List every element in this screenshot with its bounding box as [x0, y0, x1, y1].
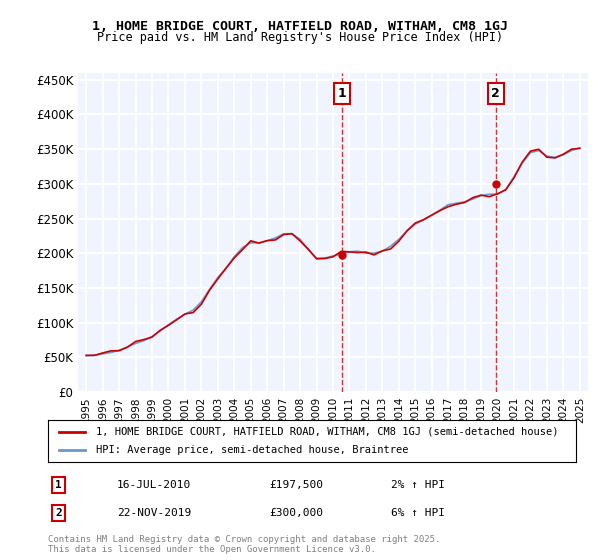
Text: Price paid vs. HM Land Registry's House Price Index (HPI): Price paid vs. HM Land Registry's House … [97, 31, 503, 44]
Text: 2% ↑ HPI: 2% ↑ HPI [391, 480, 445, 490]
Text: 1: 1 [55, 480, 62, 490]
Text: 16-JUL-2010: 16-JUL-2010 [116, 480, 191, 490]
Text: £197,500: £197,500 [270, 480, 324, 490]
Text: 1, HOME BRIDGE COURT, HATFIELD ROAD, WITHAM, CM8 1GJ: 1, HOME BRIDGE COURT, HATFIELD ROAD, WIT… [92, 20, 508, 32]
Text: 22-NOV-2019: 22-NOV-2019 [116, 508, 191, 518]
Text: £300,000: £300,000 [270, 508, 324, 518]
Text: HPI: Average price, semi-detached house, Braintree: HPI: Average price, semi-detached house,… [95, 445, 408, 455]
Text: 2: 2 [55, 508, 62, 518]
Text: 2: 2 [491, 87, 500, 100]
Text: 1, HOME BRIDGE COURT, HATFIELD ROAD, WITHAM, CM8 1GJ (semi-detached house): 1, HOME BRIDGE COURT, HATFIELD ROAD, WIT… [95, 427, 558, 437]
Text: 1: 1 [338, 87, 346, 100]
Text: Contains HM Land Registry data © Crown copyright and database right 2025.
This d: Contains HM Land Registry data © Crown c… [48, 535, 440, 554]
Text: 6% ↑ HPI: 6% ↑ HPI [391, 508, 445, 518]
